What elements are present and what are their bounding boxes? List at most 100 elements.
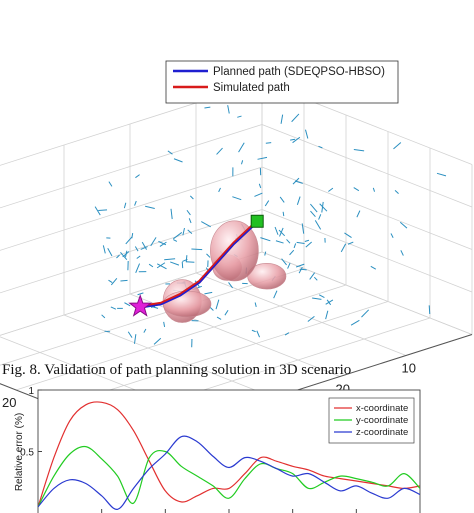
wind-vector	[309, 272, 316, 280]
wind-vector	[353, 149, 365, 152]
wind-vector	[227, 105, 230, 114]
wind-vector	[173, 232, 183, 240]
wind-vector	[340, 243, 347, 253]
wind-vector	[313, 276, 318, 281]
wind-vector	[94, 206, 101, 216]
y-tick-label: 1	[28, 386, 34, 397]
wind-vector	[124, 302, 131, 307]
wind-vector	[325, 299, 334, 305]
legend-label: x-coordinate	[356, 403, 408, 414]
legend-label: y-coordinate	[356, 415, 408, 426]
wall-grid-line	[261, 166, 473, 250]
wind-vector	[156, 262, 166, 269]
wind-vector	[135, 174, 140, 179]
wind-vector	[361, 309, 370, 318]
wall-grid-line	[261, 251, 473, 335]
wind-vector	[296, 196, 301, 205]
wind-vector	[228, 282, 233, 289]
wind-vector	[274, 226, 279, 235]
wind-vector	[237, 115, 242, 118]
wind-vector	[182, 227, 185, 236]
wind-vector	[292, 177, 300, 185]
wind-vector	[318, 214, 322, 220]
wind-vector	[204, 106, 211, 109]
wind-vector	[204, 291, 213, 295]
wind-vector	[310, 203, 318, 213]
wall-grid-line	[0, 166, 263, 251]
wind-vector	[232, 196, 242, 201]
wind-vector	[116, 254, 120, 259]
legend: Planned path (SDEQPSO-HBSO) Simulated pat…	[165, 60, 399, 104]
floor-grid-line	[63, 314, 275, 398]
figure-caption: Fig. 8. Validation of path planning solu…	[2, 362, 351, 378]
wind-vector	[350, 319, 360, 326]
wind-vector	[127, 331, 133, 338]
wind-vector	[101, 314, 106, 319]
wind-vector	[240, 160, 244, 165]
wind-vector	[258, 183, 262, 189]
wind-vector	[257, 156, 268, 160]
wind-vector	[238, 142, 245, 153]
wind-vector	[215, 299, 220, 310]
wind-vector	[292, 136, 301, 144]
wall-grid-line	[261, 124, 473, 208]
wind-vector	[254, 192, 263, 197]
wind-vector	[134, 246, 139, 252]
wind-vector	[131, 232, 134, 239]
wind-vector	[301, 223, 305, 234]
legend-label: Planned path (SDEQPSO-HBSO)	[213, 66, 385, 78]
wind-vector	[278, 229, 286, 237]
wall-grid-line	[0, 124, 263, 209]
wind-vector	[428, 305, 431, 315]
wind-vector	[170, 208, 173, 220]
wind-vector	[305, 241, 312, 248]
floor-grid-line	[57, 301, 389, 407]
y-tick-label: 0.5	[20, 448, 34, 459]
wind-vector	[251, 329, 256, 333]
wind-vector	[136, 255, 141, 259]
wind-vector	[344, 232, 352, 238]
wind-vector	[318, 145, 323, 149]
wind-vector	[273, 290, 278, 299]
wall-grid-line	[261, 209, 473, 293]
wind-vector	[216, 316, 222, 320]
wind-vector	[390, 233, 394, 238]
wind-vector	[110, 306, 117, 310]
planned-path	[140, 221, 258, 309]
wind-vector	[299, 268, 307, 271]
wind-vector	[201, 221, 211, 228]
wind-vector	[372, 187, 376, 192]
wind-vector	[150, 237, 157, 247]
wind-vector	[260, 237, 271, 242]
wind-vector	[295, 263, 305, 268]
wind-vector	[291, 113, 300, 123]
legend-label: Simulated path	[213, 82, 290, 94]
wind-vector	[159, 241, 167, 247]
wind-vector	[143, 328, 147, 333]
wind-vector	[206, 253, 211, 258]
y-axis-title: Relative error (%)	[14, 413, 25, 491]
wind-vector	[319, 203, 328, 212]
wind-vector	[133, 334, 137, 344]
wind-vector	[265, 142, 272, 144]
wind-vector	[394, 189, 399, 194]
wind-vector	[347, 241, 354, 245]
wind-vector	[290, 138, 296, 141]
legend-label: z-coordinate	[356, 427, 408, 438]
wind-vector	[151, 306, 159, 309]
wind-vector	[188, 218, 192, 224]
wind-vector	[108, 181, 113, 187]
series-line-x-coordinate	[38, 401, 420, 508]
wind-vector	[187, 229, 193, 234]
x-tick-label: 10	[402, 361, 416, 376]
obstacle	[162, 290, 212, 318]
wind-vector	[286, 239, 291, 244]
wind-vector	[125, 236, 133, 245]
wind-vector	[123, 202, 127, 209]
wind-vector	[182, 258, 188, 262]
obstacle	[210, 220, 259, 282]
wind-vector	[107, 248, 113, 257]
wind-vector	[312, 297, 322, 300]
wind-vector	[158, 240, 167, 246]
